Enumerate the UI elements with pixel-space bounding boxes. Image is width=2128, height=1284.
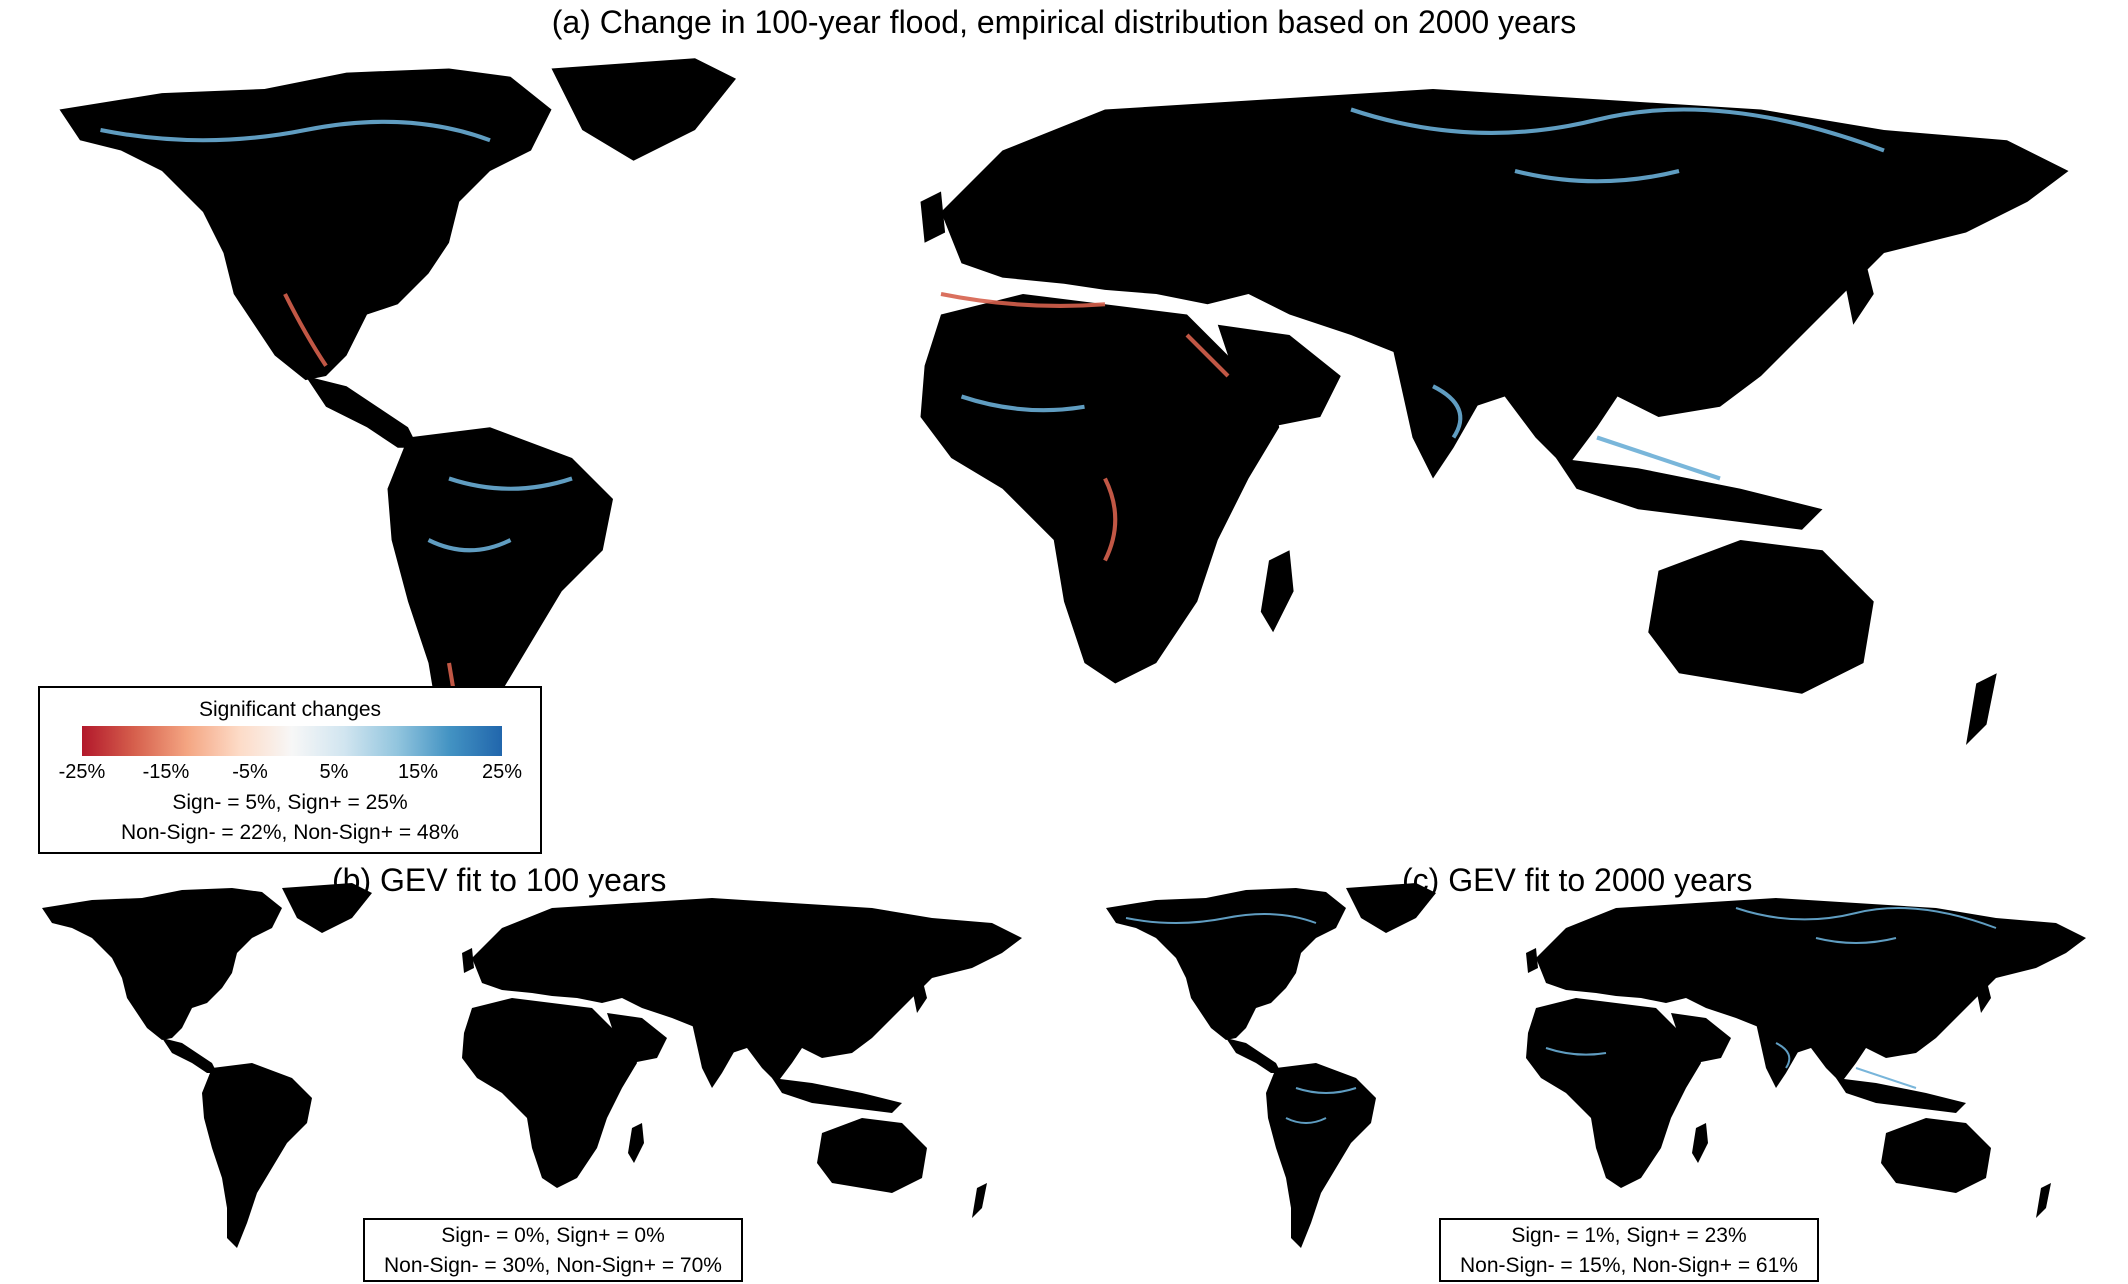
southeast-asia <box>772 1078 902 1113</box>
australia <box>1881 1118 1991 1193</box>
panel-c-stats-line1: Sign- = 1%, Sign+ = 23% <box>1511 1224 1747 1247</box>
southeast-asia <box>1556 458 1823 530</box>
panel-c-stats-line2: Non-Sign- = 15%, Non-Sign+ = 61% <box>1460 1254 1798 1277</box>
panel-b-stats-line2: Non-Sign- = 30%, Non-Sign+ = 70% <box>384 1254 722 1277</box>
continents <box>1106 883 2086 1248</box>
madagascar <box>628 1123 644 1163</box>
panel-a-stats-line1: Sign- = 5%, Sign+ = 25% <box>172 791 408 814</box>
panel-a-stats: Sign- = 5%, Sign+ = 25% Non-Sign- = 22%,… <box>40 788 540 848</box>
legend-title: Significant changes <box>198 698 382 721</box>
british-isles <box>462 948 474 973</box>
new-zealand <box>2036 1183 2051 1218</box>
world-map-panel-c <box>1106 883 2086 1248</box>
colorbar-tick-label: 25% <box>481 761 523 783</box>
africa <box>462 998 637 1188</box>
panel-c-title: (c) GEV fit to 2000 years <box>1402 862 1753 898</box>
central-america <box>305 376 419 448</box>
arabia <box>1671 1013 1731 1063</box>
north-america <box>59 68 552 381</box>
panel-b-stats-line1: Sign- = 0%, Sign+ = 0% <box>441 1224 665 1247</box>
south-america <box>202 1063 312 1248</box>
colorbar-tick-label: -25% <box>58 761 106 783</box>
madagascar <box>1260 550 1294 633</box>
new-zealand <box>1966 673 1997 745</box>
north-america <box>42 888 282 1040</box>
africa <box>920 294 1280 684</box>
panel-c-stats: Sign- = 1%, Sign+ = 23% Non-Sign- = 15%,… <box>1439 1218 1819 1282</box>
japan <box>912 978 927 1013</box>
panel-a-title: (a) Change in 100-year flood, empirical … <box>551 4 1577 40</box>
panel-a-stats-line2: Non-Sign- = 22%, Non-Sign+ = 48% <box>121 821 459 844</box>
eurasia <box>941 89 2069 469</box>
eurasia <box>1536 898 2086 1083</box>
japan <box>1843 253 1874 325</box>
africa <box>1526 998 1701 1188</box>
south-america <box>1266 1063 1376 1248</box>
greenland <box>282 883 372 933</box>
continents <box>42 883 1022 1248</box>
colorbar-tick-label: -5% <box>232 761 268 783</box>
india <box>1392 345 1495 479</box>
eurasia <box>472 898 1022 1083</box>
southeast-asia <box>1836 1078 1966 1113</box>
australia <box>1648 540 1874 694</box>
colorbar-tick-label: 5% <box>319 761 349 783</box>
australia <box>817 1118 927 1193</box>
world-map-panel-b <box>42 883 1022 1248</box>
legend-panel-a: Significant changes -25% -15% -5% 5% 15% 25% … <box>38 686 542 854</box>
british-isles <box>920 191 946 243</box>
new-zealand <box>972 1183 987 1218</box>
india <box>1756 1023 1806 1088</box>
arabia <box>607 1013 667 1063</box>
madagascar <box>1692 1123 1708 1163</box>
increase-rivers <box>1125 907 1997 1124</box>
panel-b-title: (b) GEV fit to 100 years <box>332 862 667 898</box>
colorbar-gradient <box>82 726 502 756</box>
increase-rivers <box>100 107 1885 553</box>
greenland <box>551 58 736 161</box>
greenland <box>1346 883 1436 933</box>
central-america <box>1226 1038 1281 1073</box>
british-isles <box>1526 948 1538 973</box>
india <box>692 1023 742 1088</box>
colorbar-tick-label: 15% <box>397 761 439 783</box>
japan <box>1976 978 1991 1013</box>
panel-b-stats: Sign- = 0%, Sign+ = 0% Non-Sign- = 30%, … <box>363 1218 743 1282</box>
central-america <box>162 1038 217 1073</box>
colorbar-tick-label: -15% <box>142 761 190 783</box>
colorbar <box>82 726 502 756</box>
north-america <box>1106 888 1346 1040</box>
arabia <box>1217 324 1341 428</box>
